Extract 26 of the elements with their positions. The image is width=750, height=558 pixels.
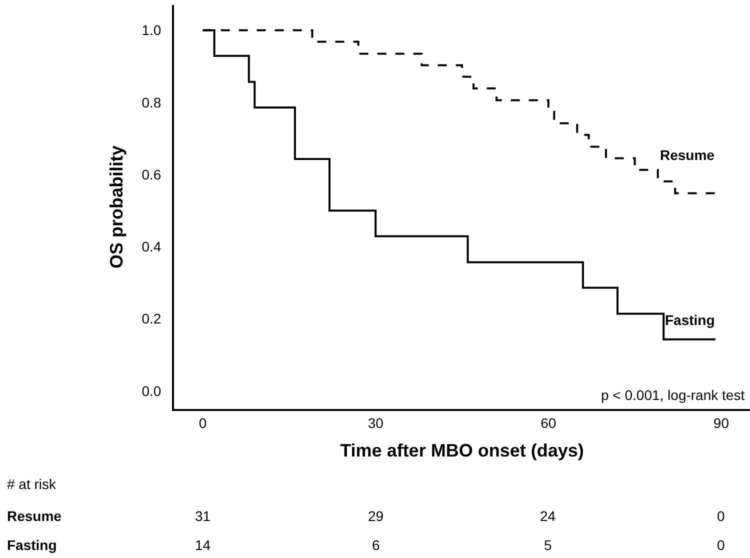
series-label: Resume [660, 147, 715, 163]
text: 24 [540, 508, 556, 524]
text: # at risk [7, 476, 58, 492]
y-axis-title: OS probability [106, 145, 126, 269]
text: 5 [544, 537, 552, 553]
x-tick-label: 60 [540, 414, 556, 431]
text: Resume [7, 508, 62, 524]
annotation: p < 0.001, log-rank test [601, 387, 745, 403]
text: 0 [717, 537, 725, 553]
y-tick-label: 0.4 [142, 238, 162, 255]
y-tick-label: 0.0 [142, 382, 162, 399]
x-tick-label: 0 [198, 414, 207, 431]
text: Fasting [7, 537, 57, 553]
text: 29 [368, 508, 384, 524]
x-tick-label: 30 [368, 414, 384, 431]
text: 14 [195, 537, 211, 553]
text: 0 [717, 508, 725, 524]
text: 31 [195, 508, 211, 524]
x-tick-label: 90 [713, 414, 730, 431]
y-tick-label: 0.6 [142, 166, 162, 182]
y-tick-label: 0.2 [142, 310, 162, 327]
x-axis-title: Time after MBO onset (days) [340, 440, 584, 460]
y-tick-label: 1.0 [142, 22, 162, 38]
series-label: Fasting [665, 312, 715, 328]
y-tick-label: 0.8 [142, 94, 162, 110]
text: 6 [372, 537, 380, 553]
